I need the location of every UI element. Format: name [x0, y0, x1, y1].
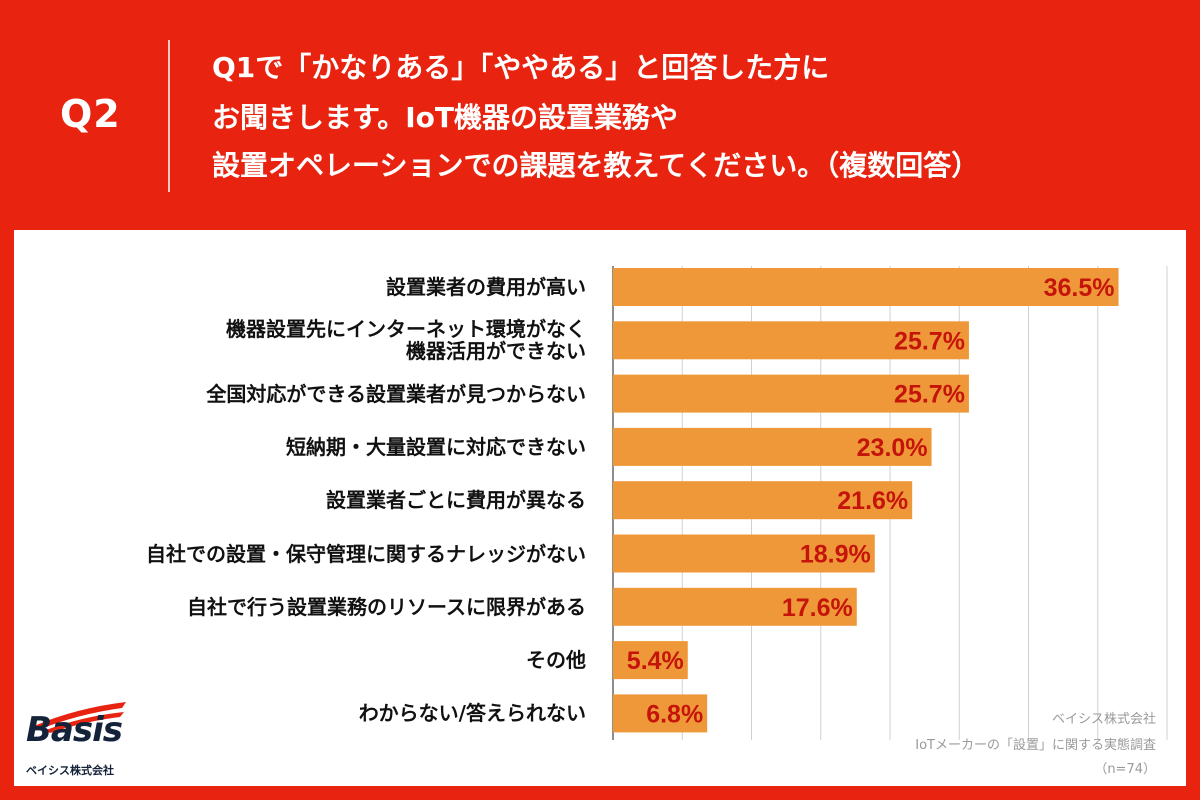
value-label-9: 6.8%	[646, 700, 703, 728]
bar-3	[613, 374, 969, 413]
category-label-8: その他	[526, 648, 586, 673]
bar-5	[613, 481, 913, 520]
category-label-9: わからない/答えられない	[358, 701, 586, 726]
logo-swoosh-icon	[34, 702, 126, 733]
bar-chart: 36.5% 25.7% 25.7% 23.0% 21.6% 18.9% 17.6% 5.4% 6…	[612, 266, 1168, 740]
source-survey: IoTメーカーの「設置」に関する実態調査	[915, 738, 1156, 753]
category-label-7: 自社で行う設置業務のリソースに限界がある	[187, 594, 586, 619]
value-label-3: 25.7%	[894, 381, 965, 409]
value-label-2: 25.7%	[894, 327, 965, 355]
header: Q2 Q1で「かなりある」「ややある」と回答した方に お聞きします。IoT機器の…	[0, 0, 1200, 230]
bar-8	[613, 641, 688, 680]
bar-4	[613, 427, 932, 466]
source-sample-size: （n=74）	[1094, 762, 1156, 777]
bar-6	[613, 534, 875, 573]
category-label-3: 全国対応ができる設置業者が見つからない	[206, 381, 586, 406]
question-title-line-1: Q1で「かなりある」「ややある」と回答した方に	[212, 51, 830, 84]
question-number: Q2	[60, 92, 121, 136]
basis-logo: Basis ベイシス株式会社	[26, 696, 136, 780]
category-label-4: 短納期・大量設置に対応できない	[286, 434, 586, 459]
chart-panel: 36.5% 25.7% 25.7% 23.0% 21.6% 18.9% 17.6% 5.4% 6…	[14, 230, 1186, 786]
bar-2	[613, 321, 969, 360]
value-label-6: 18.9%	[800, 541, 871, 569]
category-label-6: 自社での設置・保守管理に関するナレッジがない	[146, 541, 586, 566]
bar-1	[613, 268, 1119, 306]
bar-9	[613, 694, 708, 733]
category-label-2: 機器設置先にインターネット環境がなく 機器活用ができない	[226, 317, 586, 364]
question-title-line-2: お聞きします。IoT機器の設置業務や	[212, 101, 678, 134]
header-divider	[168, 40, 170, 192]
value-label-8: 5.4%	[627, 647, 684, 675]
logo-company-name: ベイシス株式会社	[26, 764, 114, 777]
bar-7	[613, 587, 857, 626]
source-company: ベイシス株式会社	[1051, 712, 1156, 727]
value-label-1: 36.5%	[1044, 274, 1115, 302]
logo-wordmark: Basis	[26, 710, 123, 750]
category-label-5: 設置業者ごとに費用が異なる	[326, 488, 586, 513]
value-label-5: 21.6%	[837, 487, 908, 515]
value-label-7: 17.6%	[782, 594, 853, 622]
category-label-1: 設置業者の費用が高い	[386, 275, 586, 299]
question-title-line-3: 設置オペレーションでの課題を教えてください。（複数回答）	[212, 149, 980, 182]
value-label-4: 23.0%	[857, 434, 928, 462]
